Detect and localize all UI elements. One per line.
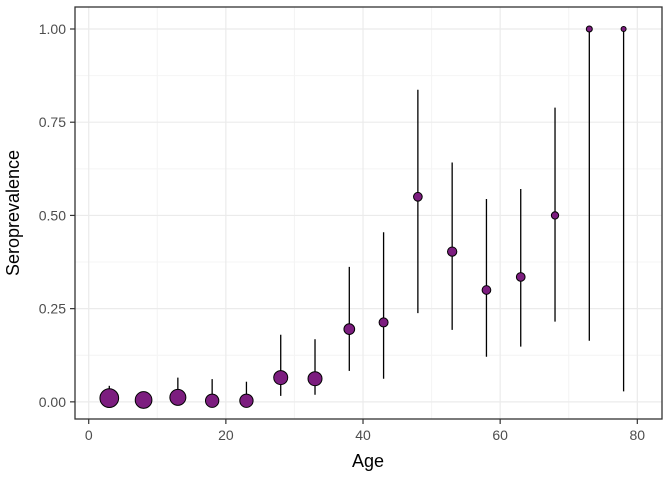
plot-panel xyxy=(75,7,662,419)
y-tick-label: 0.50 xyxy=(39,207,66,223)
x-tick-label: 40 xyxy=(355,427,371,443)
panel-background xyxy=(75,7,662,419)
panel-border-layer xyxy=(74,6,663,420)
data-point xyxy=(447,246,458,257)
data-point xyxy=(550,211,560,220)
data-point xyxy=(585,25,593,33)
data-point xyxy=(169,388,187,406)
y-tick-label: 1.00 xyxy=(39,21,66,37)
y-tick-label: 0.75 xyxy=(39,114,66,130)
data-point xyxy=(273,370,289,386)
data-layer xyxy=(99,25,627,409)
y-tick-label: 0.25 xyxy=(39,301,66,317)
data-point xyxy=(378,317,389,328)
data-point xyxy=(515,272,526,282)
data-point xyxy=(134,391,153,409)
data-point xyxy=(343,323,356,335)
data-point xyxy=(413,191,423,202)
axis-layer: 0 20 40 60 80 0.00 0.25 0.50 0.75 1.00 xyxy=(39,21,646,443)
x-tick-label: 0 xyxy=(85,427,93,443)
data-point xyxy=(307,371,323,387)
x-tick-label: 60 xyxy=(492,427,508,443)
x-axis-title: Age xyxy=(352,451,384,471)
y-tick-label: 0.00 xyxy=(39,394,66,410)
data-point xyxy=(620,25,627,32)
panel-border xyxy=(74,6,663,420)
data-point xyxy=(204,393,220,408)
x-tick-label: 20 xyxy=(218,427,234,443)
data-point xyxy=(99,388,120,408)
x-tick-label: 80 xyxy=(630,427,646,443)
data-point xyxy=(481,285,492,295)
grid-layer xyxy=(75,7,662,419)
y-axis-title: Seroprevalence xyxy=(3,150,23,276)
data-point xyxy=(239,393,254,408)
